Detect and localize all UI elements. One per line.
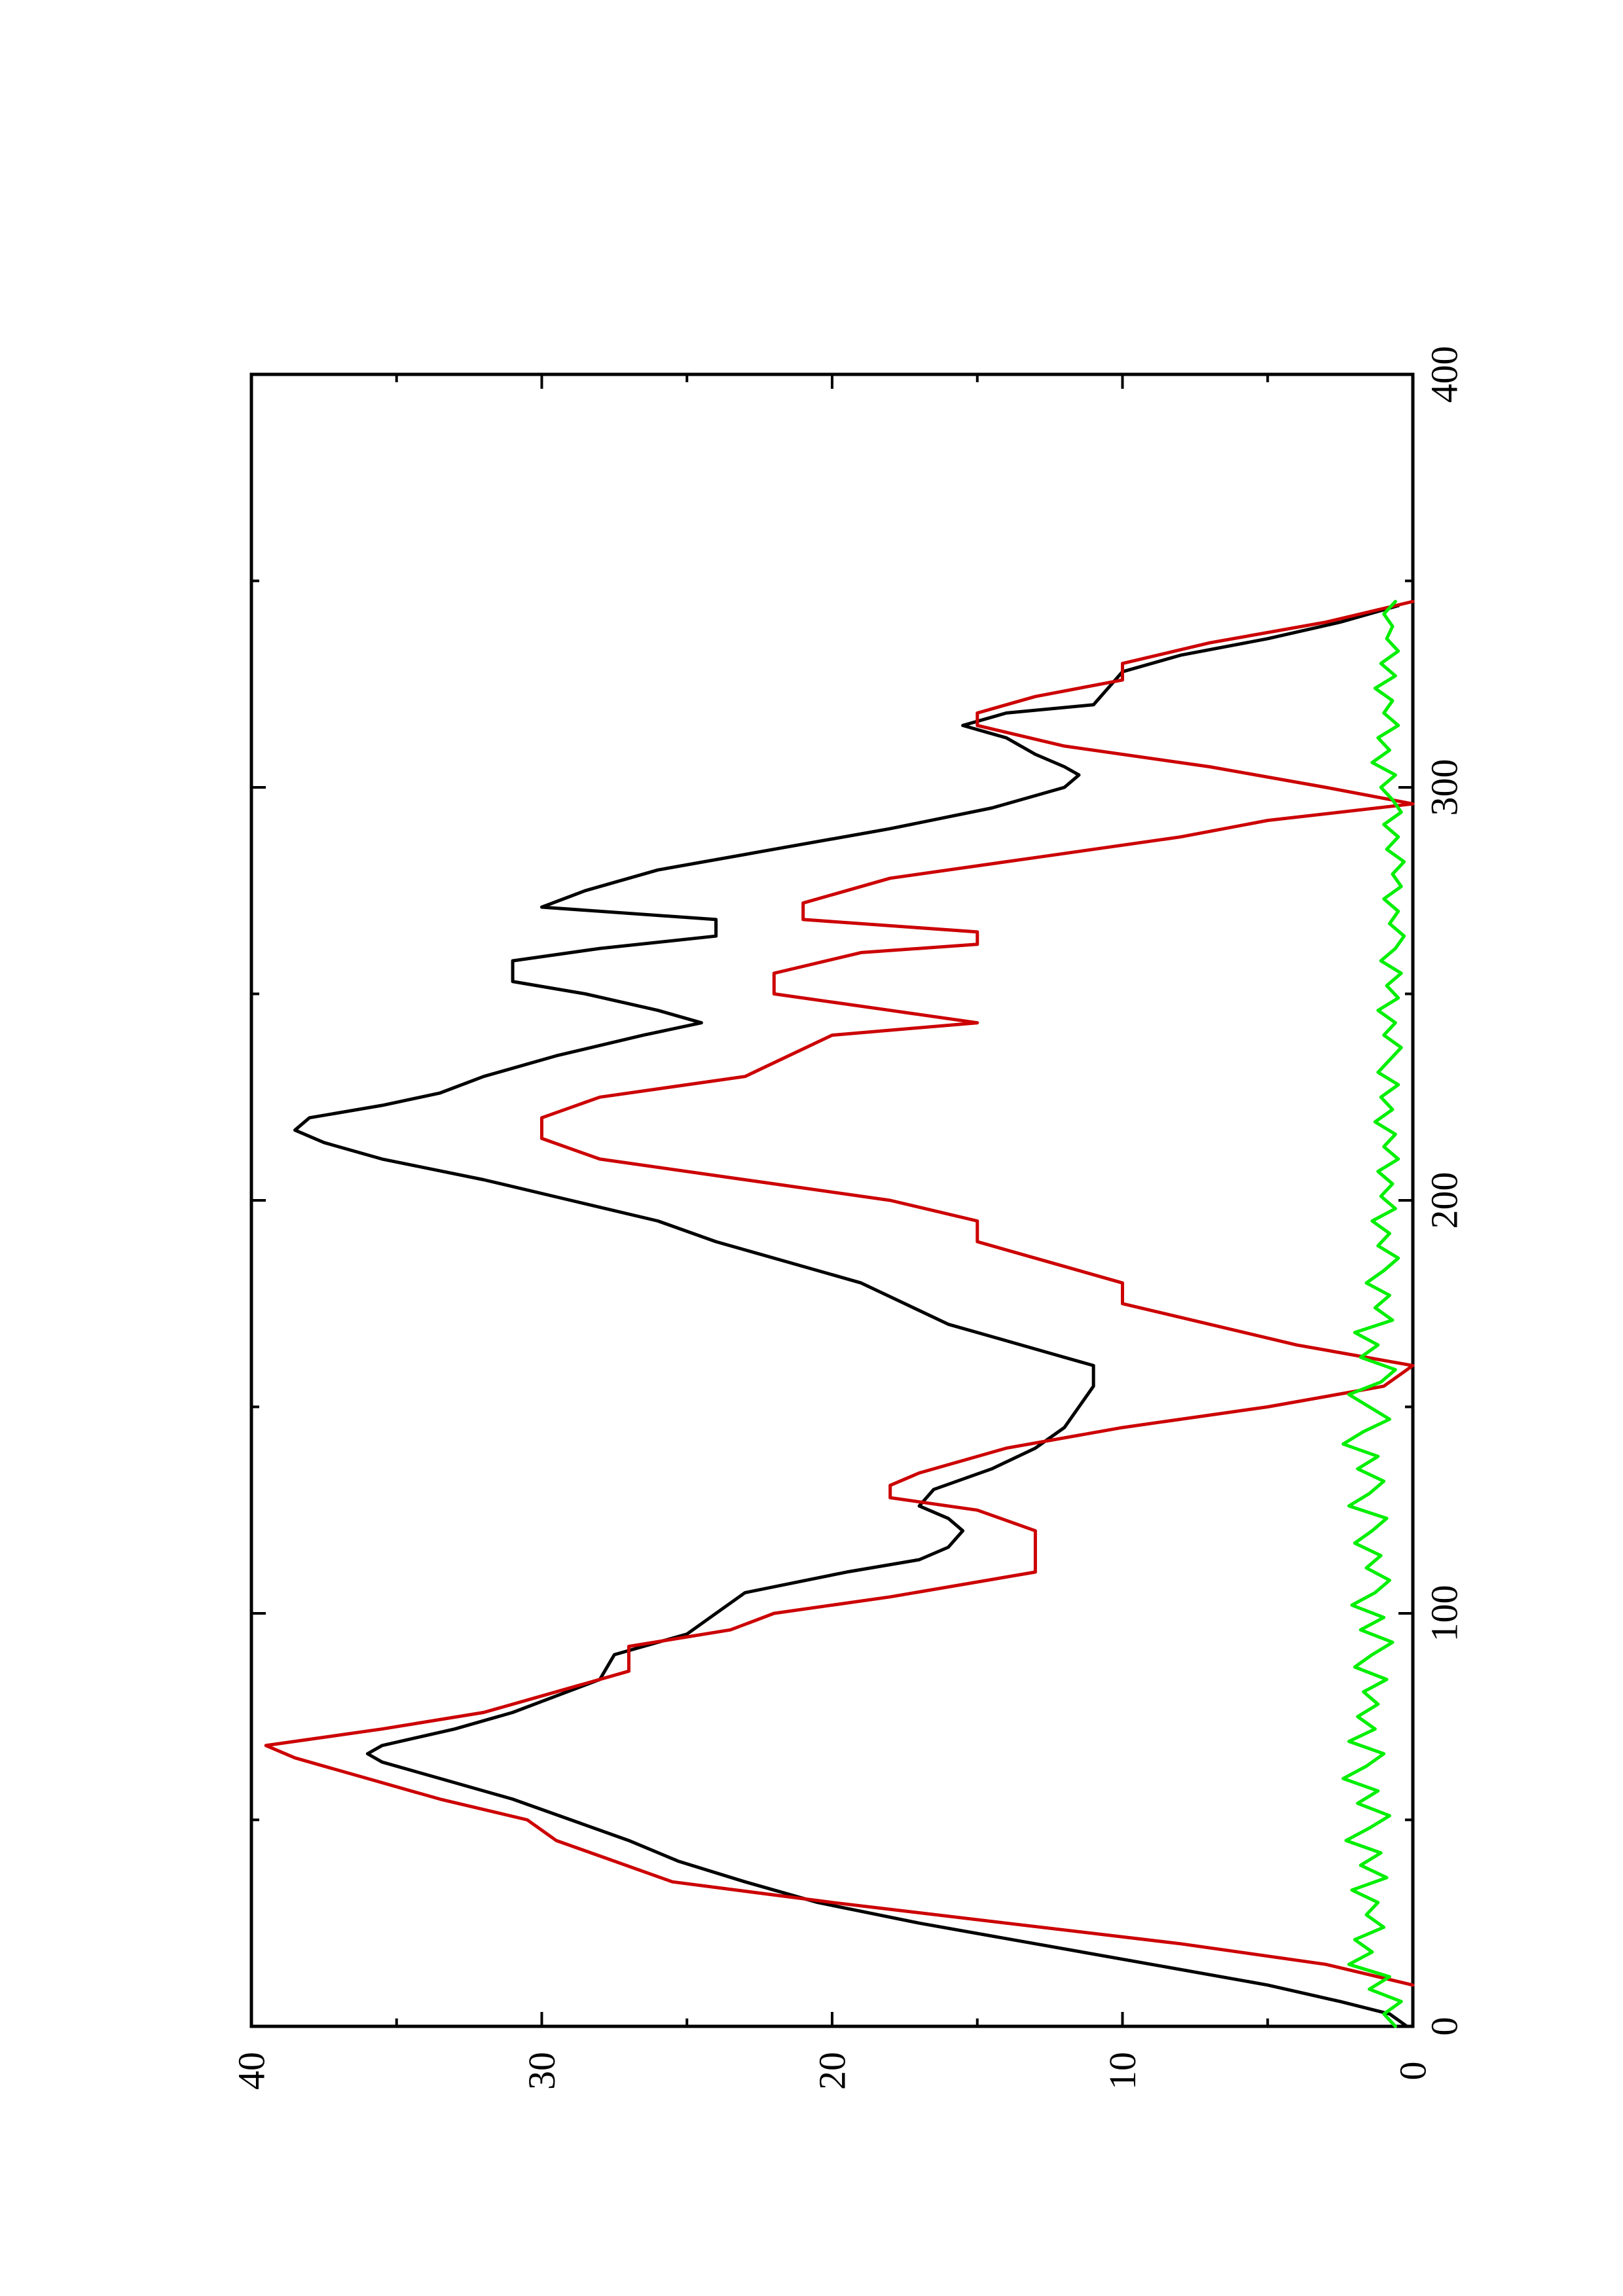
series-line-2 xyxy=(264,600,1415,1987)
series-line-3 xyxy=(1341,600,1406,2028)
plot-frame xyxy=(249,372,1415,2028)
y-tick-label: 10 xyxy=(1101,2052,1144,2090)
series-line-1 xyxy=(293,603,1409,2028)
y-tick-label: 40 xyxy=(230,2052,273,2090)
data-series xyxy=(264,600,1415,2028)
x-tick-label: 300 xyxy=(1423,759,1466,816)
y-tick-label: 30 xyxy=(520,2052,563,2090)
x-tick-label: 0 xyxy=(1423,2017,1466,2036)
x-tick-label: 200 xyxy=(1423,1172,1466,1229)
x-tick-label: 100 xyxy=(1423,1585,1466,1642)
tick-labels: 0 100 200 300 400 0 10 20 30 40 xyxy=(230,346,1466,2090)
axis-ticks xyxy=(251,374,1413,2026)
y-tick-label: 20 xyxy=(811,2052,854,2090)
x-tick-label: 400 xyxy=(1423,346,1466,403)
y-tick-label: 0 xyxy=(1392,2062,1434,2081)
